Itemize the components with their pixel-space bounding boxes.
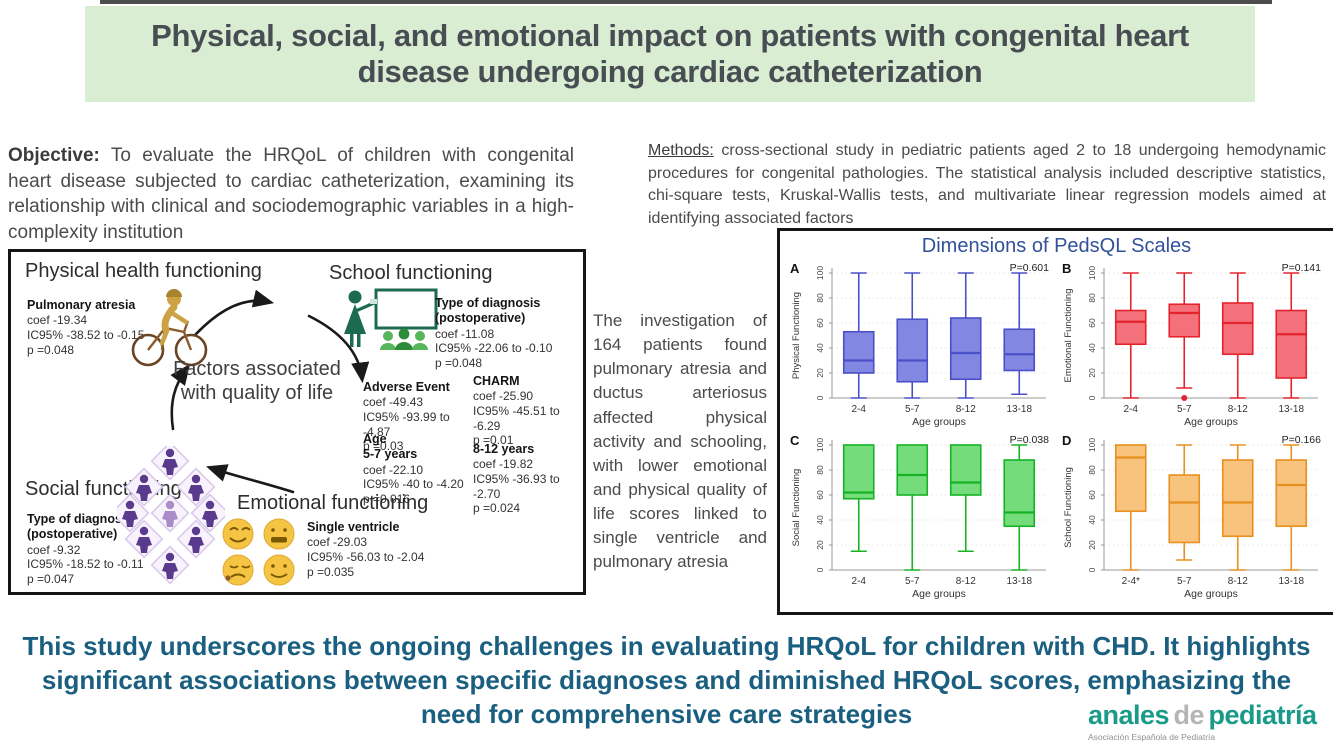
svg-text:5-7: 5-7 [1177, 576, 1192, 587]
svg-text:60: 60 [815, 318, 825, 328]
svg-text:P=0.601: P=0.601 [1010, 262, 1050, 274]
svg-text:20: 20 [815, 540, 825, 550]
svg-text:Age groups: Age groups [1184, 416, 1238, 428]
svg-text:Age groups: Age groups [912, 416, 966, 428]
quality-of-life-diagram: Physical health functioning Pulmonary at… [8, 249, 586, 595]
svg-text:100: 100 [815, 266, 825, 280]
emotional-functioning-title: Emotional functioning [237, 492, 429, 514]
svg-text:5-7: 5-7 [1177, 404, 1192, 415]
svg-text:2-4: 2-4 [1124, 404, 1139, 415]
svg-text:100: 100 [815, 438, 825, 452]
adverse-event-stat: Adverse Event coef -49.43 IC95% -93.99 t… [363, 380, 450, 454]
svg-text:80: 80 [815, 465, 825, 475]
svg-text:0: 0 [1087, 567, 1097, 572]
svg-text:80: 80 [1087, 293, 1097, 303]
svg-text:2-4: 2-4 [852, 404, 867, 415]
boxplot-panel-social: 0 20 40 60 80 100 Social Functioning 2-4 5-7 8-12… [788, 432, 1052, 604]
svg-text:C: C [790, 433, 800, 448]
single-ventricle-stat: Single ventricle coef -29.03 IC95% -56.0… [307, 520, 425, 579]
svg-text:100: 100 [1087, 438, 1097, 452]
svg-text:13-18: 13-18 [1006, 404, 1032, 415]
charm-stat: CHARM coef -25.90 IC95% -45.51 to -6.29 … [473, 374, 560, 448]
svg-text:School Functioning: School Functioning [1063, 467, 1074, 548]
finding-paragraph: The investigation of 164 patients found … [593, 311, 767, 572]
boxplot-panel-emotional: 0 20 40 60 80 100 Emotional Functioning 2-4 5-7 8… [1060, 260, 1324, 432]
top-strip [100, 0, 1272, 4]
svg-text:80: 80 [815, 293, 825, 303]
svg-text:20: 20 [1087, 540, 1097, 550]
logo-word-pediatria: pediatría [1208, 700, 1317, 730]
school-diagnosis-stat: Type of diagnosis (postoperative) coef -… [435, 296, 553, 370]
svg-text:100: 100 [1087, 266, 1097, 280]
pedsql-chart-box: Dimensions of PedsQL Scales 0 20 40 60 80 100… [777, 228, 1333, 615]
methods-label: Methods: [648, 142, 714, 159]
svg-text:8-12: 8-12 [1228, 404, 1248, 415]
svg-text:20: 20 [1087, 368, 1097, 378]
svg-text:60: 60 [815, 490, 825, 500]
cycle-arrows [170, 289, 370, 494]
svg-text:60: 60 [1087, 318, 1097, 328]
svg-text:40: 40 [815, 515, 825, 525]
school-functioning-title: School functioning [329, 262, 493, 284]
crowd-icon [117, 446, 225, 584]
svg-text:8-12: 8-12 [1228, 576, 1248, 587]
svg-text:40: 40 [1087, 515, 1097, 525]
svg-text:8-12: 8-12 [956, 404, 976, 415]
title-banner: Physical, social, and emotional impact o… [85, 6, 1255, 102]
svg-text:P=0.038: P=0.038 [1010, 434, 1050, 446]
svg-text:P=0.141: P=0.141 [1282, 262, 1322, 274]
page-title: Physical, social, and emotional impact o… [151, 18, 1189, 89]
social-diagnosis-stat: Type of diagnosis (postoperative) coef -… [27, 512, 144, 586]
svg-text:5-7: 5-7 [905, 576, 920, 587]
svg-text:20: 20 [815, 368, 825, 378]
svg-text:0: 0 [1087, 395, 1097, 400]
svg-text:5-7: 5-7 [905, 404, 920, 415]
age-5-7-stat: Age 5-7 years coef -22.10 IC95% -40 to -… [363, 432, 464, 506]
svg-text:0: 0 [815, 567, 825, 572]
logo-subtitle: Asociación Española de Pediatría [1088, 732, 1216, 742]
boxplot-panel-school: 0 20 40 60 80 100 School Functioning 2-4* 5-7 8-1… [1060, 432, 1324, 604]
svg-text:D: D [1062, 433, 1071, 448]
conclusion-text: This study underscores the ongoing chall… [22, 631, 1311, 729]
svg-text:13-18: 13-18 [1278, 576, 1304, 587]
svg-text:40: 40 [815, 343, 825, 353]
pulmonary-atresia-stat: Pulmonary atresia coef -19.34 IC95% -38.… [27, 298, 145, 357]
svg-text:60: 60 [1087, 490, 1097, 500]
svg-text:A: A [790, 261, 800, 276]
logo-word-de: de [1173, 700, 1205, 730]
teacher-whiteboard-icon [344, 288, 438, 350]
objective-label: Objective: [8, 145, 100, 166]
methods-paragraph: Methods: cross-sectional study in pediat… [648, 140, 1326, 231]
svg-text:Age groups: Age groups [912, 588, 966, 600]
svg-text:P=0.166: P=0.166 [1282, 434, 1322, 446]
svg-text:40: 40 [1087, 343, 1097, 353]
svg-text:0: 0 [815, 395, 825, 400]
svg-text:80: 80 [1087, 465, 1097, 475]
chart-title: Dimensions of PedsQL Scales [921, 235, 1192, 257]
anales-de-pediatria-logo: anales de pediatría Asociación Española … [1088, 700, 1328, 742]
svg-text:2-4: 2-4 [852, 576, 867, 587]
svg-text:Social Functioning: Social Functioning [791, 469, 802, 547]
age-8-12-stat: 8-12 years coef -19.82 IC95% -36.93 to -… [473, 442, 560, 516]
svg-text:Physical Functioning: Physical Functioning [791, 292, 802, 379]
cyclist-icon [131, 289, 208, 367]
svg-text:13-18: 13-18 [1006, 576, 1032, 587]
svg-text:2-4*: 2-4* [1122, 576, 1140, 587]
boxplot-panel-physical: 0 20 40 60 80 100 Physical Functioning 2-4 5-7 8-… [788, 260, 1052, 432]
objective-paragraph: Objective: To evaluate the HRQoL of chil… [8, 143, 574, 246]
svg-text:13-18: 13-18 [1278, 404, 1304, 415]
diagram-center-text: Factors associated with quality of life [173, 358, 341, 404]
svg-text:8-12: 8-12 [956, 576, 976, 587]
svg-text:Emotional Functioning: Emotional Functioning [1063, 289, 1074, 383]
physical-functioning-title: Physical health functioning [25, 260, 262, 282]
emoji-faces-icon [222, 518, 295, 586]
methods-text: cross-sectional study in pediatric patie… [648, 142, 1326, 228]
svg-text:B: B [1062, 261, 1071, 276]
logo-word-anales: anales [1088, 700, 1170, 730]
svg-text:Age groups: Age groups [1184, 588, 1238, 600]
objective-text: To evaluate the HRQoL of children with c… [8, 145, 574, 243]
